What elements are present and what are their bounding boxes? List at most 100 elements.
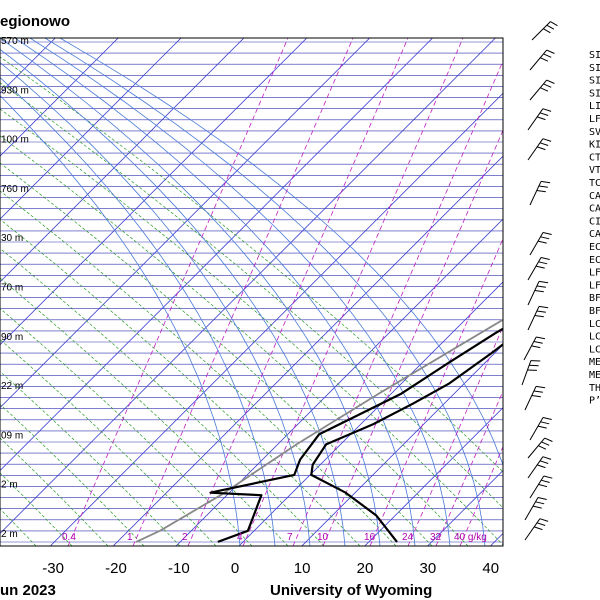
wind-barb-shaft [524, 497, 539, 521]
stability-index-name: EC [589, 242, 600, 253]
stability-index-name: ME [589, 370, 600, 381]
parcel-profile-line [135, 318, 503, 543]
wind-barb-flag [534, 290, 544, 293]
wind-barb-flag [538, 280, 549, 284]
mixing-ratio-label: 24 [402, 532, 414, 543]
wind-barb-flag [537, 464, 546, 469]
wind-barb-shaft [529, 79, 548, 101]
x-tick-label: -10 [168, 560, 190, 577]
plot-border [0, 37, 504, 547]
stability-index-name: ME [589, 357, 600, 368]
dry-adiabat [0, 277, 289, 546]
height-label: 2 m [1, 480, 18, 491]
wind-barb-shaft [529, 232, 544, 256]
wind-barb-flag [539, 518, 549, 522]
wind-barb-flag [534, 526, 543, 531]
stability-index-name: LC [589, 319, 600, 330]
wind-barb-flag [540, 57, 549, 62]
wind-barb-shaft [527, 437, 546, 459]
footer-credit: University of Wyoming [270, 582, 432, 599]
stability-index-name: VT [589, 165, 600, 176]
wind-barb-flag [541, 441, 550, 446]
dry-adiabat [0, 247, 325, 546]
moist-adiabat [0, 61, 311, 546]
wind-barb-flag [537, 425, 547, 429]
wind-barb-flag [536, 310, 546, 313]
stability-index-name: CA [589, 204, 600, 215]
wind-barb-flag [542, 232, 552, 235]
height-label: 760 m [1, 184, 29, 195]
dry-adiabat [0, 162, 433, 546]
mixing-ratio-label: 4 [237, 532, 243, 543]
wind-barbs [521, 21, 558, 541]
chart-title: egionowo [0, 13, 70, 30]
x-tick-label: -30 [42, 560, 64, 577]
wind-barb-flag [536, 336, 546, 340]
stability-index-name: BF [589, 306, 600, 317]
wind-barb-flag [540, 479, 550, 483]
wind-barb-flag [536, 522, 546, 526]
wind-barb-flag [542, 138, 552, 142]
height-label: 22 m [1, 381, 23, 392]
mixing-ratio-line [292, 60, 503, 546]
wind-barb-flag [542, 417, 552, 420]
wind-barb-flag [535, 385, 546, 389]
wind-barb-shaft [529, 49, 548, 71]
wind-barb-flag [543, 475, 553, 479]
wind-barb-flag [531, 345, 541, 349]
mixing-ratio-label: 2 [182, 532, 188, 543]
profile-layer [135, 318, 503, 543]
mixing-ratio-label: 40 g/kg [454, 532, 487, 543]
mixing-ratio-line [187, 38, 409, 546]
wind-barb-flag [538, 445, 547, 450]
height-label: 930 m [1, 85, 29, 96]
x-tick-label: -20 [105, 560, 127, 577]
stability-index-name: KI [589, 140, 600, 151]
height-label: 570 m [1, 36, 29, 47]
wind-barb-flag [539, 112, 549, 116]
isotherm-line [0, 38, 119, 157]
height-label: 90 m [1, 332, 23, 343]
wind-barb-flag [544, 437, 553, 442]
stability-index-name: CA [589, 191, 600, 202]
stability-index-name: LC [589, 344, 600, 355]
moist-adiabat [14, 38, 416, 546]
stability-index-column: SISISISILILFSVKICTVTTCCACACICAECECLFLFBF… [589, 50, 600, 407]
isotherm-line [112, 155, 503, 546]
wind-barb-flag [535, 265, 545, 269]
mixing-ratio-line [369, 237, 503, 546]
dry-adiabat [0, 190, 397, 546]
wind-barb-shaft [524, 518, 541, 541]
dry-adiabat [0, 108, 503, 546]
wind-barb-flag [537, 240, 547, 244]
wind-barb-shaft [527, 306, 540, 331]
wind-barb-shaft [523, 336, 537, 361]
wind-barb-shaft [531, 21, 551, 41]
grid-layer [0, 38, 503, 546]
height-label: 70 m [1, 283, 23, 294]
height-label: 30 m [1, 233, 23, 244]
moist-adiabat [0, 94, 241, 546]
wind-barb-flag [540, 87, 549, 92]
mixing-ratio-label: 7 [287, 532, 293, 543]
wind-barb-flag [538, 261, 548, 265]
wind-barb-flag [542, 456, 552, 460]
wind-barb-flag [540, 236, 550, 240]
stability-index-name: LC [589, 332, 600, 343]
wind-barb-shaft [527, 281, 540, 306]
wind-barb-flag [542, 108, 552, 112]
wind-barb-flag [538, 483, 548, 488]
moist-adiabat [29, 38, 451, 546]
wind-barb-shaft [521, 360, 532, 386]
wind-barb-flag [536, 190, 546, 193]
isotherm-line [0, 38, 370, 409]
wind-barb-shaft [529, 417, 544, 441]
wind-barb-flag [533, 341, 543, 344]
stability-index-name: LI [589, 101, 600, 112]
wind-barb-shaft [527, 108, 544, 131]
stability-index-name: SI [589, 50, 600, 61]
stability-index-name: LF [589, 268, 600, 279]
dry-adiabat [0, 135, 469, 546]
x-tick-label: 40 [482, 560, 499, 577]
wind-barb-shaft [529, 181, 542, 206]
